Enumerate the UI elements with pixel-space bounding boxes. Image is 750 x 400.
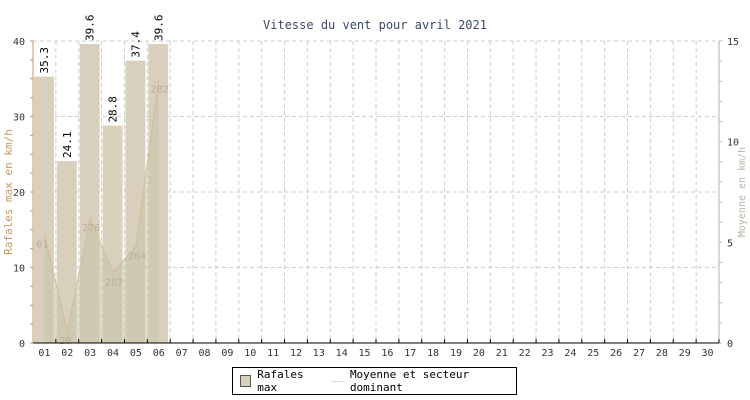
x-tick-label: 12 (290, 348, 302, 359)
direction-label-05: 284 (128, 251, 146, 262)
direction-label-06: 282 (151, 84, 169, 95)
average-line (43, 79, 160, 332)
bar-label-05: 37.4 (129, 31, 142, 58)
bar-label-04: 28.8 (107, 96, 120, 122)
x-tick-label: 04 (107, 348, 119, 359)
x-tick-label: 24 (564, 348, 576, 359)
x-tick-label: 01 (38, 348, 50, 359)
x-tick-label: 06 (153, 348, 165, 359)
x-tick-label: 21 (496, 348, 508, 359)
x-tick-label: 03 (84, 348, 96, 359)
direction-label-01: 61 (36, 239, 48, 250)
legend-swatch-gusts (240, 375, 252, 387)
y2-axis-title: Moyenne en km/h (737, 147, 748, 237)
x-tick-label: 08 (198, 348, 210, 359)
y2-tick-label: 5 (727, 238, 733, 249)
x-tick-label: 29 (679, 348, 691, 359)
x-tick-label: 22 (519, 348, 531, 359)
direction-label-04: 282 (105, 278, 123, 289)
x-tick-label: 02 (61, 348, 73, 359)
y-tick-label: 20 (13, 188, 25, 199)
x-tick-label: 09 (221, 348, 233, 359)
x-tick-label: 19 (450, 348, 462, 359)
x-tick-label: 28 (656, 348, 668, 359)
x-tick-label: 14 (336, 348, 348, 359)
x-tick-label: 23 (541, 348, 553, 359)
bar-label-06: 39.6 (152, 15, 165, 42)
x-tick-label: 16 (381, 348, 393, 359)
chart-title: Vitesse du vent pour avril 2021 (263, 18, 487, 32)
bar-label-03: 39.6 (84, 15, 97, 42)
legend-line-average (330, 380, 344, 382)
y-tick-label: 0 (19, 339, 25, 350)
x-tick-label: 07 (176, 348, 188, 359)
legend: Rafales max Moyenne et secteur dominant (232, 367, 517, 395)
y-tick-label: 10 (13, 264, 25, 275)
y2-tick-label: 0 (727, 339, 733, 350)
x-tick-label: 30 (702, 348, 714, 359)
x-tick-label: 05 (130, 348, 142, 359)
y-tick-label: 40 (13, 37, 25, 48)
x-tick-label: 13 (313, 348, 325, 359)
x-tick-label: 10 (244, 348, 256, 359)
y-axis-title: Rafales max en km/h (2, 129, 15, 255)
direction-label-03: 276 (82, 223, 100, 234)
x-tick-label: 18 (427, 348, 439, 359)
legend-label-gusts: Rafales max (257, 368, 304, 394)
x-tick-label: 26 (610, 348, 622, 359)
legend-label-average: Moyenne et secteur dominant (349, 368, 470, 394)
y2-tick-label: 15 (727, 37, 739, 48)
bar-label-01: 35.3 (38, 47, 51, 74)
y2-tick-label: 10 (727, 138, 739, 149)
bar-02 (56, 161, 77, 343)
x-tick-label: 15 (359, 348, 371, 359)
y-tick-label: 30 (13, 113, 25, 124)
average-area (44, 79, 159, 344)
bar-label-02: 24.1 (61, 132, 74, 159)
x-tick-label: 25 (587, 348, 599, 359)
x-tick-label: 20 (473, 348, 485, 359)
x-tick-label: 11 (267, 348, 279, 359)
direction-label-02: 20 (59, 336, 71, 347)
x-tick-label: 17 (404, 348, 416, 359)
x-tick-label: 27 (633, 348, 645, 359)
